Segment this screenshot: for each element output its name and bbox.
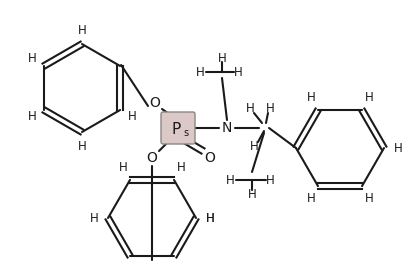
Text: H: H [246,101,254,115]
Text: P: P [171,122,181,137]
Text: s: s [184,128,188,138]
Text: H: H [177,161,185,174]
Text: H: H [226,174,234,187]
Text: H: H [266,101,274,115]
Text: H: H [365,91,373,104]
Text: H: H [78,140,86,153]
Text: H: H [27,110,36,123]
Text: H: H [78,23,86,36]
Text: H: H [307,91,315,104]
Text: O: O [146,151,157,165]
Text: H: H [206,212,214,224]
Text: H: H [307,192,315,205]
Text: H: H [234,66,242,79]
Text: H: H [217,51,226,64]
Text: H: H [90,212,98,224]
Text: H: H [248,187,256,200]
Text: H: H [206,212,214,224]
Text: H: H [195,66,204,79]
Text: H: H [119,161,127,174]
Text: N: N [222,121,232,135]
Text: H: H [27,52,36,66]
Text: H: H [365,192,373,205]
FancyBboxPatch shape [161,112,195,144]
Text: H: H [250,140,258,153]
Text: H: H [266,174,274,187]
Text: O: O [150,96,160,110]
Text: H: H [128,110,137,123]
Text: O: O [204,151,215,165]
Text: H: H [394,141,402,154]
